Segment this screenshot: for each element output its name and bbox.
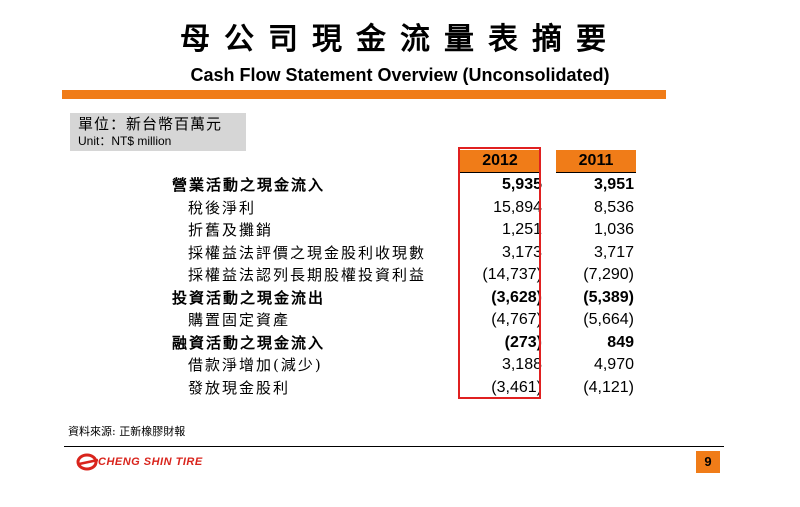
value-2011: 8,536 xyxy=(593,198,634,216)
source-note: 資料來源: 正新橡膠財報 xyxy=(68,425,186,438)
value-2012: 5,935 xyxy=(501,176,542,193)
column-header-rule xyxy=(556,172,636,173)
page-subtitle: Cash Flow Statement Overview (Unconsolid… xyxy=(190,65,610,85)
table-row: 借款淨增加(減少) 3,188 4,970 xyxy=(0,354,800,377)
row-label: 稅後淨利 xyxy=(188,198,257,217)
value-2011: 4,970 xyxy=(593,356,634,373)
table-row: 折舊及攤銷 1,251 1,036 xyxy=(0,219,800,242)
table-row: 購置固定資產 (4,767) (5,664) xyxy=(0,309,800,332)
value-2012: (3,628) xyxy=(491,288,542,306)
logo-text: CHENG SHIN TIRE xyxy=(98,456,203,468)
value-2012: 1,251 xyxy=(501,221,542,238)
unit-label-zh: 單位：新台幣百萬元 xyxy=(78,115,223,133)
row-label: 購置固定資產 xyxy=(188,311,291,329)
tire-swoosh-icon xyxy=(76,453,99,471)
row-label: 營業活動之現金流入 xyxy=(172,176,326,194)
row-label: 採權益法認列長期股權投資利益 xyxy=(188,266,427,284)
value-2012: (14,737) xyxy=(482,266,542,283)
row-label: 採權益法評價之現金股利收現數 xyxy=(188,243,427,262)
highlight-box-2012 xyxy=(458,147,541,399)
row-label: 借款淨增加(減少) xyxy=(188,356,323,374)
unit-box: 單位：新台幣百萬元 Unit：NT$ million xyxy=(70,113,246,151)
value-2012: 3,188 xyxy=(501,356,542,373)
column-header-rule xyxy=(460,172,540,173)
table-row: 發放現金股利 (3,461) (4,121) xyxy=(0,377,800,400)
table-row: 投資活動之現金流出 (3,628) (5,389) xyxy=(0,287,800,310)
footer-divider xyxy=(64,446,724,447)
cash-flow-table: 營業活動之現金流入 5,935 3,951 稅後淨利 15,894 8,536 折舊及攤銷 1… xyxy=(0,174,800,399)
value-2011: (7,290) xyxy=(583,266,634,283)
value-2012: (273) xyxy=(504,333,542,351)
page-title: 母公司現金流量表摘要 xyxy=(180,22,620,57)
column-header-2011: 2011 xyxy=(556,150,636,172)
value-2011: 849 xyxy=(607,333,634,351)
table-row: 營業活動之現金流入 5,935 3,951 xyxy=(0,174,800,197)
company-logo: CHENG SHIN TIRE xyxy=(76,452,206,472)
row-label: 折舊及攤銷 xyxy=(188,221,274,239)
value-2012: (4,767) xyxy=(491,311,542,328)
value-2011: (5,389) xyxy=(583,288,634,306)
value-2012: 15,894 xyxy=(493,198,542,216)
value-2011: 1,036 xyxy=(593,221,634,238)
value-2011: (4,121) xyxy=(583,378,634,396)
table-row: 稅後淨利 15,894 8,536 xyxy=(0,197,800,220)
table-row: 採權益法認列長期股權投資利益 (14,737) (7,290) xyxy=(0,264,800,287)
row-label: 投資活動之現金流出 xyxy=(172,288,326,307)
table-row: 融資活動之現金流入 (273) 849 xyxy=(0,332,800,355)
value-2012: 3,173 xyxy=(501,243,542,261)
value-2012: (3,461) xyxy=(491,378,542,396)
value-2011: (5,664) xyxy=(583,311,634,328)
page-number: 9 xyxy=(696,451,720,473)
value-2011: 3,717 xyxy=(593,243,634,261)
row-label: 發放現金股利 xyxy=(188,378,291,397)
title-divider-bar xyxy=(62,90,666,99)
unit-label-en: Unit：NT$ million xyxy=(78,134,172,148)
row-label: 融資活動之現金流入 xyxy=(172,333,326,352)
column-header-2012: 2012 xyxy=(460,150,540,172)
table-row: 採權益法評價之現金股利收現數 3,173 3,717 xyxy=(0,242,800,265)
value-2011: 3,951 xyxy=(593,176,634,193)
